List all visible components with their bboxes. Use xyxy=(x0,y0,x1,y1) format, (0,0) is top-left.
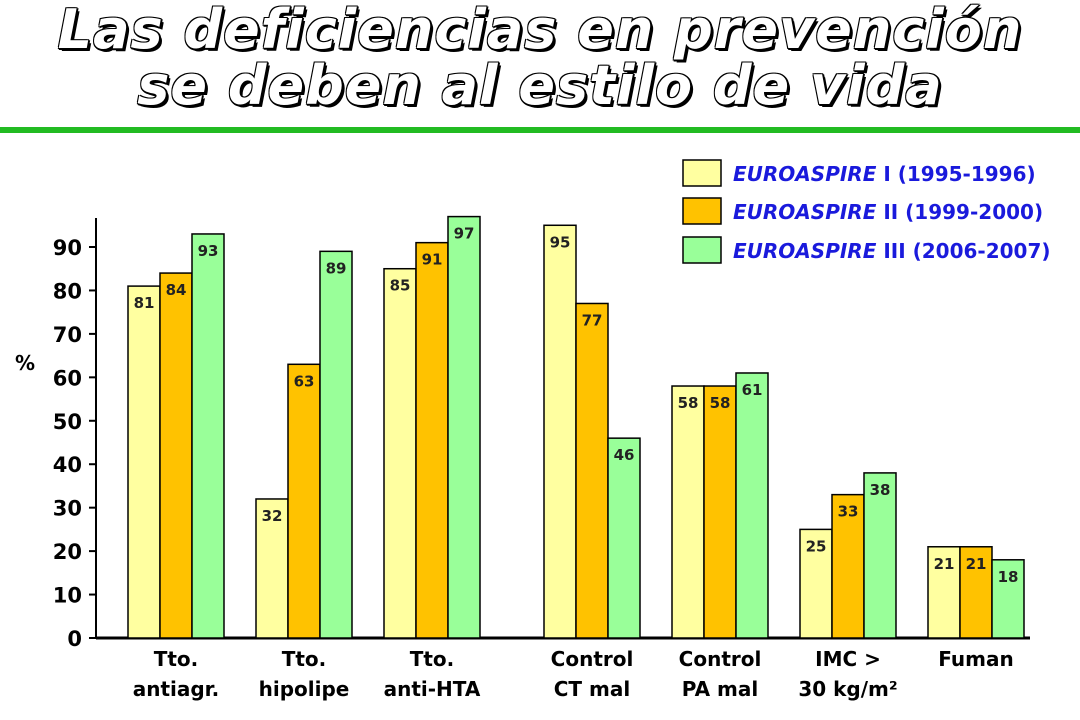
x-category-label: Tto. xyxy=(410,647,455,671)
x-category-label: hipolipe xyxy=(259,677,350,701)
legend-entry-1: EUROASPIRE I (1995-1996) xyxy=(733,162,1036,186)
bar-2-3 xyxy=(415,241,449,639)
bar-value-label: 46 xyxy=(614,446,635,464)
y-axis-label: % xyxy=(15,351,35,375)
y-tick-label: 50 xyxy=(53,410,82,434)
bar-2-7 xyxy=(959,546,993,639)
x-category-label: Control xyxy=(551,647,634,671)
legend-series-period: I (1995-1996) xyxy=(876,162,1035,186)
bar-value-label: 91 xyxy=(422,251,443,269)
chart-title-line-2: se deben al estilo de vida xyxy=(137,54,943,117)
bar-3-6 xyxy=(863,472,897,639)
y-tick-label: 80 xyxy=(53,279,82,303)
bar-value-label: 38 xyxy=(870,481,891,499)
bar-value-label: 25 xyxy=(806,537,827,555)
bar-3-3 xyxy=(447,215,481,639)
x-category-label: antiagr. xyxy=(133,677,220,701)
bar-2-4 xyxy=(575,302,609,639)
bar-2-2 xyxy=(287,363,321,639)
legend-series-period: III (2006-2007) xyxy=(876,239,1050,263)
bar-value-label: 81 xyxy=(134,294,155,312)
y-tick-label: 0 xyxy=(67,627,82,651)
x-category-label: CT mal xyxy=(554,677,630,701)
chart-title-line-1: Las deficiencias en prevención xyxy=(57,0,1023,61)
y-tick-label: 30 xyxy=(53,497,82,521)
x-category-label: anti-HTA xyxy=(384,677,481,701)
bar-value-label: 18 xyxy=(998,568,1019,586)
y-tick-label: 70 xyxy=(53,323,82,347)
bar-value-label: 97 xyxy=(454,225,475,243)
legend-swatch-3 xyxy=(682,236,722,264)
x-category-label: Control xyxy=(679,647,762,671)
bar-value-label: 61 xyxy=(742,381,763,399)
legend-entry-3: EUROASPIRE III (2006-2007) xyxy=(733,239,1051,263)
x-category-label: Tto. xyxy=(154,647,199,671)
bar-3-1 xyxy=(191,233,225,639)
bar-1-3 xyxy=(383,267,417,639)
bar-3-5 xyxy=(735,372,769,639)
legend-series-name: EUROASPIRE xyxy=(733,239,877,263)
x-category-label: IMC > xyxy=(815,647,881,671)
y-tick-label: 60 xyxy=(53,366,82,390)
legend-swatch-2 xyxy=(682,197,722,225)
bar-3-7 xyxy=(991,559,1025,639)
y-tick-label: 10 xyxy=(53,584,82,608)
legend-swatch-1 xyxy=(682,159,722,187)
bar-1-5 xyxy=(671,385,705,639)
legend-series-period: II (1999-2000) xyxy=(876,200,1043,224)
bar-value-label: 32 xyxy=(262,507,283,525)
legend-entry-2: EUROASPIRE II (1999-2000) xyxy=(733,200,1043,224)
bar-1-1 xyxy=(127,285,161,639)
x-category-label: PA mal xyxy=(682,677,758,701)
y-tick-label: 20 xyxy=(53,540,82,564)
bar-value-label: 21 xyxy=(966,555,987,573)
bar-2-5 xyxy=(703,385,737,639)
x-category-label: Fuman xyxy=(938,647,1013,671)
bar-value-label: 58 xyxy=(710,394,731,412)
bar-value-label: 84 xyxy=(166,281,187,299)
bar-value-label: 33 xyxy=(838,503,859,521)
bar-3-2 xyxy=(319,250,353,639)
bar-3-4 xyxy=(607,437,641,639)
bar-1-4 xyxy=(543,224,577,639)
bar-value-label: 89 xyxy=(326,259,347,277)
y-tick-label: 40 xyxy=(53,453,82,477)
bar-value-label: 93 xyxy=(198,242,219,260)
bar-value-label: 21 xyxy=(934,555,955,573)
chart-title: Las deficiencias en prevención se deben … xyxy=(0,2,1080,114)
bar-value-label: 85 xyxy=(390,277,411,295)
x-category-label: 30 kg/m² xyxy=(798,677,897,701)
legend-series-name: EUROASPIRE xyxy=(733,162,877,186)
x-category-label: Tto. xyxy=(282,647,327,671)
bar-2-1 xyxy=(159,272,193,639)
bar-value-label: 95 xyxy=(550,233,571,251)
y-tick-label: 90 xyxy=(53,236,82,260)
bar-value-label: 77 xyxy=(582,311,603,329)
bar-value-label: 58 xyxy=(678,394,699,412)
title-divider xyxy=(0,127,1080,133)
legend-series-name: EUROASPIRE xyxy=(733,200,877,224)
bar-value-label: 63 xyxy=(294,372,315,390)
